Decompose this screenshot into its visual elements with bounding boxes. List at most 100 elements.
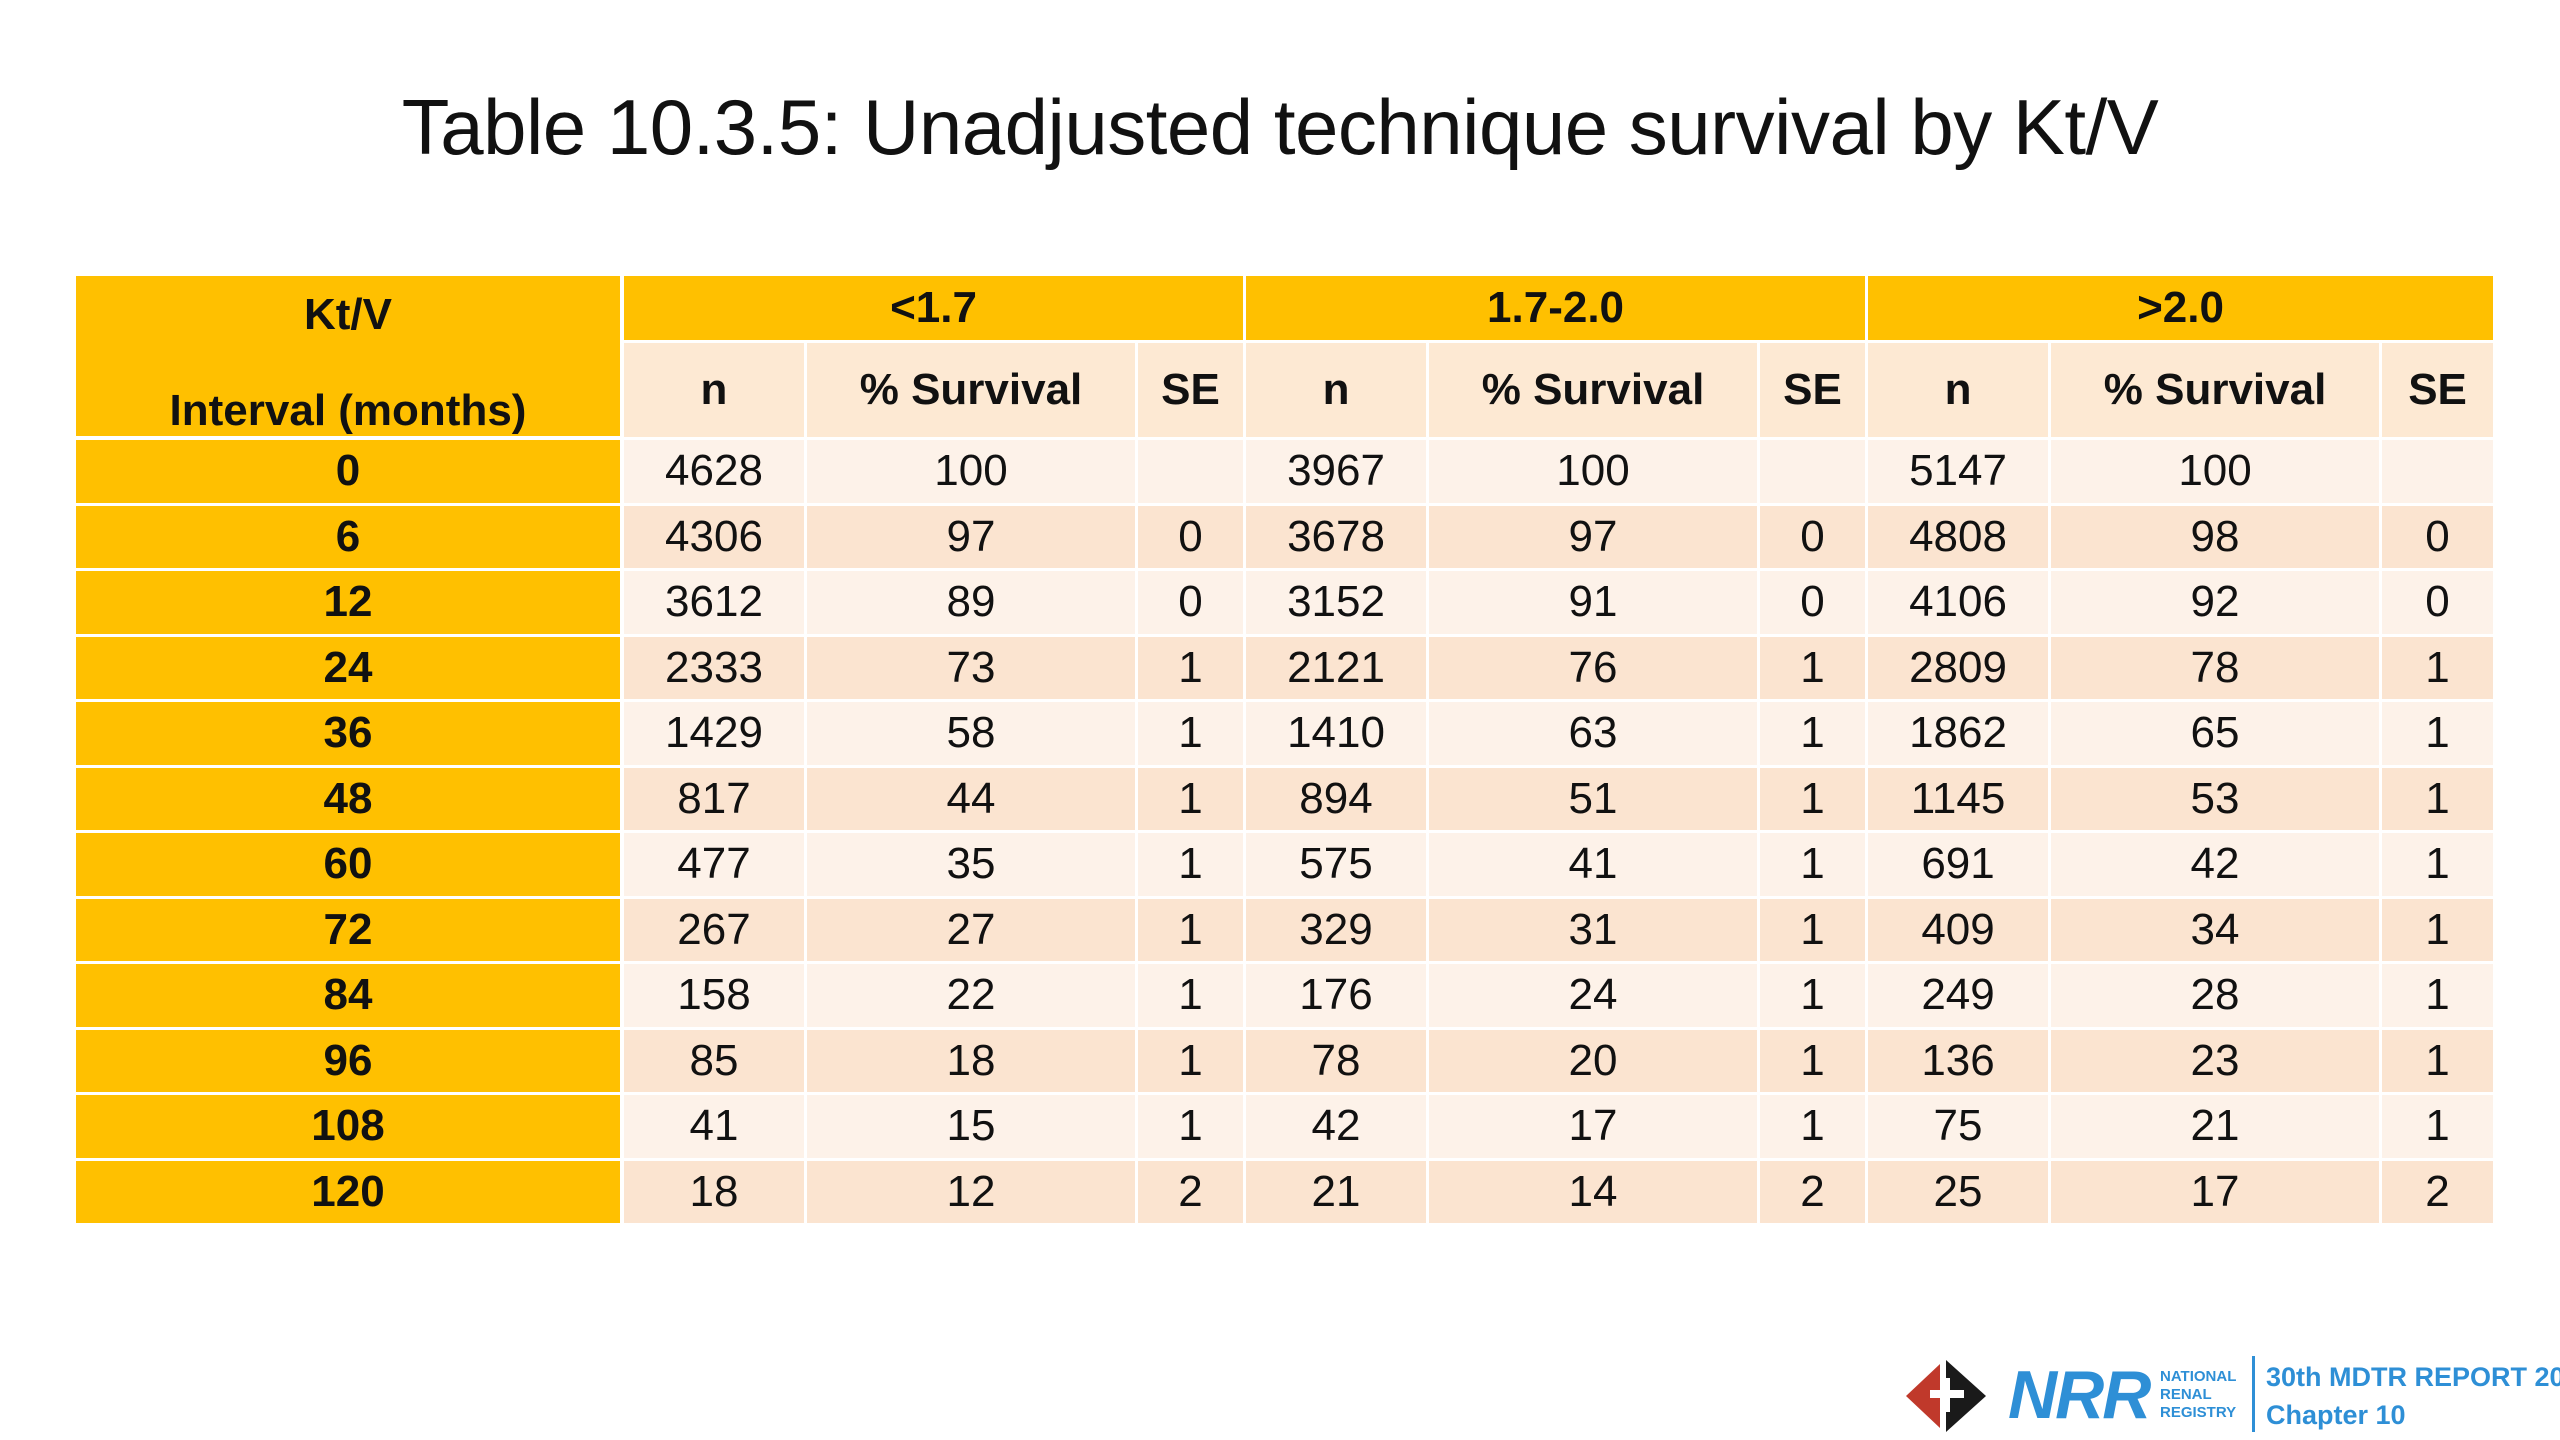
table-cell: 1 bbox=[2382, 1095, 2497, 1161]
table-cell: 2 bbox=[1760, 1160, 1869, 1226]
table-cell: 1429 bbox=[624, 702, 807, 768]
table-cell: 1 bbox=[1138, 964, 1247, 1030]
table-cell: 3612 bbox=[624, 571, 807, 637]
group-header: <1.7 bbox=[624, 276, 1247, 343]
table-cell: 1 bbox=[1760, 702, 1869, 768]
group-header: 1.7-2.0 bbox=[1246, 276, 1869, 343]
table-row: 48 817 44 1 894 51 1 1145 53 1 bbox=[76, 767, 2497, 833]
table-cell: 1862 bbox=[1868, 702, 2052, 768]
column-header: % Survival bbox=[1429, 342, 1761, 440]
table-cell: 31 bbox=[1429, 898, 1761, 964]
table-cell: 0 bbox=[1138, 505, 1247, 571]
table-cell: 4306 bbox=[624, 505, 807, 571]
table-cell: 267 bbox=[624, 898, 807, 964]
table-cell: 76 bbox=[1429, 636, 1761, 702]
table-cell: 4628 bbox=[624, 440, 807, 506]
table-cell: 85 bbox=[624, 1029, 807, 1095]
interval-label: Interval (months) bbox=[169, 386, 527, 435]
table-cell: 41 bbox=[1429, 833, 1761, 899]
interval-cell: 0 bbox=[76, 440, 624, 506]
table-row: 84 158 22 1 176 24 1 249 28 1 bbox=[76, 964, 2497, 1030]
table-cell: 575 bbox=[1246, 833, 1430, 899]
table-cell: 0 bbox=[2382, 505, 2497, 571]
table-cell: 27 bbox=[807, 898, 1138, 964]
table-cell: 894 bbox=[1246, 767, 1430, 833]
table-cell bbox=[2382, 440, 2497, 506]
column-header: % Survival bbox=[2051, 342, 2383, 440]
table-row: 6 4306 97 0 3678 97 0 4808 98 0 bbox=[76, 505, 2497, 571]
table-cell: 5147 bbox=[1868, 440, 2052, 506]
table-cell: 4106 bbox=[1868, 571, 2052, 637]
table-cell: 44 bbox=[807, 767, 1138, 833]
table-cell: 329 bbox=[1246, 898, 1430, 964]
table-cell: 1 bbox=[1138, 636, 1247, 702]
table-cell: 91 bbox=[1429, 571, 1761, 637]
table-cell: 3152 bbox=[1246, 571, 1430, 637]
column-header: SE bbox=[2382, 342, 2497, 440]
table-cell: 78 bbox=[1246, 1029, 1430, 1095]
group-header: >2.0 bbox=[1868, 276, 2497, 343]
table-cell: 65 bbox=[2051, 702, 2383, 768]
table-cell: 97 bbox=[1429, 505, 1761, 571]
table-cell: 92 bbox=[2051, 571, 2383, 637]
nrr-wordmark: NRR bbox=[2008, 1357, 2151, 1433]
table-row: 0 4628 100 3967 100 5147 100 bbox=[76, 440, 2497, 506]
table-cell: 21 bbox=[1246, 1160, 1430, 1226]
survival-table: Kt/V Interval (months) <1.7 1.7-2.0 >2.0… bbox=[76, 276, 2497, 1226]
table-cell: 1 bbox=[1760, 1095, 1869, 1161]
registry-logo-icon bbox=[1906, 1360, 1986, 1432]
table-cell: 2333 bbox=[624, 636, 807, 702]
table-cell bbox=[1760, 440, 1869, 506]
registry-name: NATIONAL RENAL REGISTRY bbox=[2160, 1368, 2236, 1422]
table-cell: 1 bbox=[1760, 964, 1869, 1030]
table-cell: 12 bbox=[807, 1160, 1138, 1226]
table-row: 108 41 15 1 42 17 1 75 21 1 bbox=[76, 1095, 2497, 1161]
table-cell: 100 bbox=[1429, 440, 1761, 506]
table-cell: 53 bbox=[2051, 767, 2383, 833]
interval-cell: 72 bbox=[76, 898, 624, 964]
column-header: SE bbox=[1138, 342, 1247, 440]
table-cell: 3678 bbox=[1246, 505, 1430, 571]
table-cell bbox=[1138, 440, 1247, 506]
table-cell: 89 bbox=[807, 571, 1138, 637]
table-cell: 2 bbox=[2382, 1160, 2497, 1226]
corner-header: Kt/V Interval (months) bbox=[76, 276, 624, 440]
table-cell: 1410 bbox=[1246, 702, 1430, 768]
table-cell: 1 bbox=[1138, 833, 1247, 899]
interval-cell: 12 bbox=[76, 571, 624, 637]
table-cell: 21 bbox=[2051, 1095, 2383, 1161]
table-cell: 42 bbox=[2051, 833, 2383, 899]
table-cell: 1 bbox=[2382, 898, 2497, 964]
interval-cell: 24 bbox=[76, 636, 624, 702]
table-cell: 14 bbox=[1429, 1160, 1761, 1226]
table-cell: 1 bbox=[1138, 767, 1247, 833]
table-cell: 1145 bbox=[1868, 767, 2052, 833]
page-title: Table 10.3.5: Unadjusted technique survi… bbox=[401, 83, 2159, 171]
table-cell: 1 bbox=[2382, 767, 2497, 833]
table-cell: 15 bbox=[807, 1095, 1138, 1161]
table-cell: 477 bbox=[624, 833, 807, 899]
table-cell: 17 bbox=[1429, 1095, 1761, 1161]
registry-name-line: NATIONAL bbox=[2160, 1368, 2237, 1385]
table-cell: 100 bbox=[2051, 440, 2383, 506]
table-row: 120 18 12 2 21 14 2 25 17 2 bbox=[76, 1160, 2497, 1226]
table-cell: 1 bbox=[1760, 1029, 1869, 1095]
interval-cell: 120 bbox=[76, 1160, 624, 1226]
table-cell: 1 bbox=[1760, 833, 1869, 899]
table-cell: 817 bbox=[624, 767, 807, 833]
footer-divider bbox=[2252, 1356, 2255, 1432]
table-row: 24 2333 73 1 2121 76 1 2809 78 1 bbox=[76, 636, 2497, 702]
registry-name-line: RENAL bbox=[2160, 1386, 2212, 1403]
table-cell: 51 bbox=[1429, 767, 1761, 833]
table-cell: 2121 bbox=[1246, 636, 1430, 702]
footer-branding: NRR NATIONAL RENAL REGISTRY 30th MDTR RE… bbox=[1900, 1346, 2560, 1436]
table-cell: 22 bbox=[807, 964, 1138, 1030]
table-cell: 34 bbox=[2051, 898, 2383, 964]
interval-cell: 36 bbox=[76, 702, 624, 768]
table-cell: 78 bbox=[2051, 636, 2383, 702]
table-cell: 0 bbox=[1760, 571, 1869, 637]
column-header: SE bbox=[1760, 342, 1869, 440]
table-cell: 691 bbox=[1868, 833, 2052, 899]
table-row: 36 1429 58 1 1410 63 1 1862 65 1 bbox=[76, 702, 2497, 768]
table-cell: 28 bbox=[2051, 964, 2383, 1030]
